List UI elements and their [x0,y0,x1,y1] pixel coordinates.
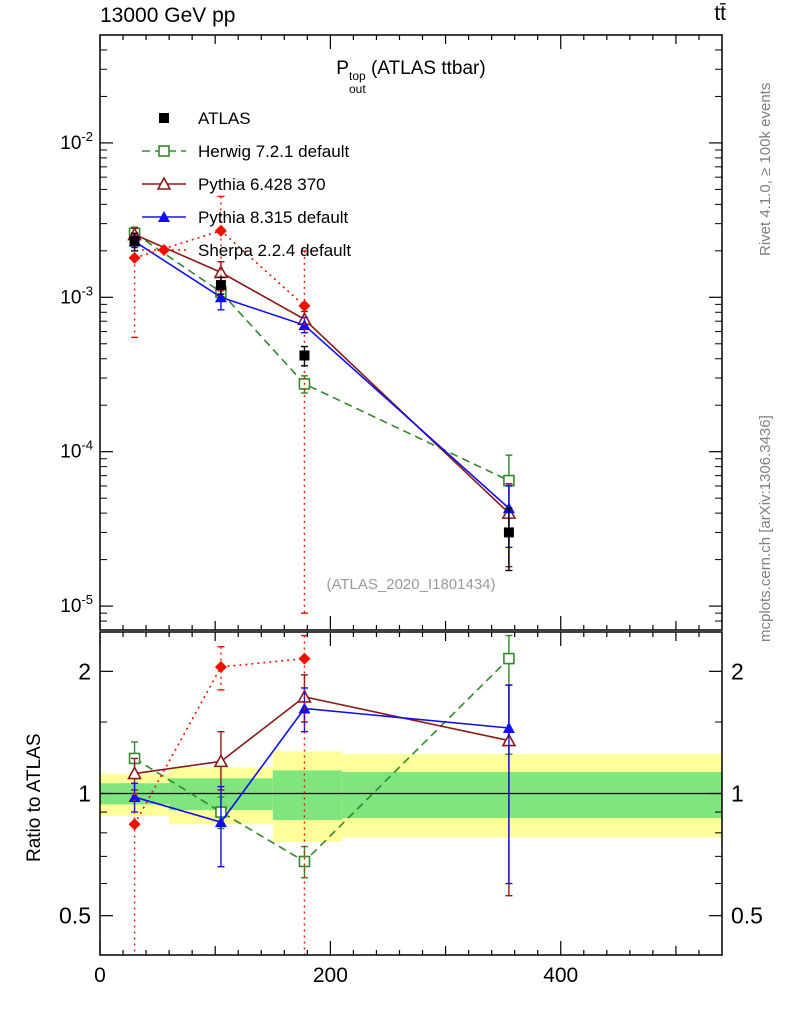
legend-label: Herwig 7.2.1 default [198,142,349,161]
legend-item-sherpa: Sherpa 2.2.4 default [142,241,351,260]
ratio-tick-label-right: 2 [731,658,744,684]
series-pythia8-ratio [128,684,515,885]
legend-item-pythia6: Pythia 6.428 370 [142,175,326,194]
x-tick-label: 0 [94,964,106,987]
legend-label: Sherpa 2.2.4 default [198,241,351,260]
uncertainty-bands [100,751,722,842]
title-rest: (ATLAS ttbar) [365,58,486,79]
x-tick-label: 200 [313,964,348,987]
ratio-tick-label-left: 1 [78,781,91,807]
y-tick-label: 10-4 [60,438,93,463]
axes-and-legend: 0 200 400 10-2 10-3 10-4 10-5 0.5 0.5 1 1 2 2 ATLAS He… [59,34,763,987]
legend-item-herwig: Herwig 7.2.1 default [142,142,349,161]
ratio-panel-series [127,634,517,955]
band-green [341,771,722,819]
beam-energy-label: 13000 GeV pp [100,4,236,27]
y-tick-label: 10-5 [60,592,93,617]
rivet-version-label: Rivet 4.1.0, ≥ 100k events [757,82,774,256]
title-symbol: P [336,58,349,79]
series-pythia6-main [127,226,517,568]
y-tick-label: 10-2 [60,129,93,154]
legend-label: ATLAS [198,109,251,128]
y-tick-label: 10-3 [60,283,93,308]
band-green [272,770,342,821]
ratio-tick-label-right: 1 [731,781,744,807]
legend-label: Pythia 8.315 default [198,208,349,227]
title-supsub: top out [348,69,366,97]
ratio-tick-label-left: 2 [78,658,91,684]
panel-frame [99,34,723,631]
title-subscript: out [348,82,366,97]
title-superscript: top [348,69,366,83]
ratio-tick-label-left: 0.5 [59,903,91,929]
legend-item-pythia8: Pythia 8.315 default [142,208,349,227]
x-tick-label: 400 [543,964,578,987]
series-atlas-main [129,232,514,572]
ratio-tick-label-right: 0.5 [731,903,763,929]
legend-label: Pythia 6.428 370 [198,175,326,194]
process-label: tt̄ [714,2,726,25]
legend-item-atlas: ATLAS [159,109,251,128]
series-herwig-main [128,226,515,514]
analysis-id-watermark: (ATLAS_2020_I1801434) [326,576,496,593]
ratio-axis-label: Ratio to ATLAS [24,733,45,863]
mcplots-arxiv-label: mcplots.cern.ch [arXiv:1306.3436] [757,415,774,642]
